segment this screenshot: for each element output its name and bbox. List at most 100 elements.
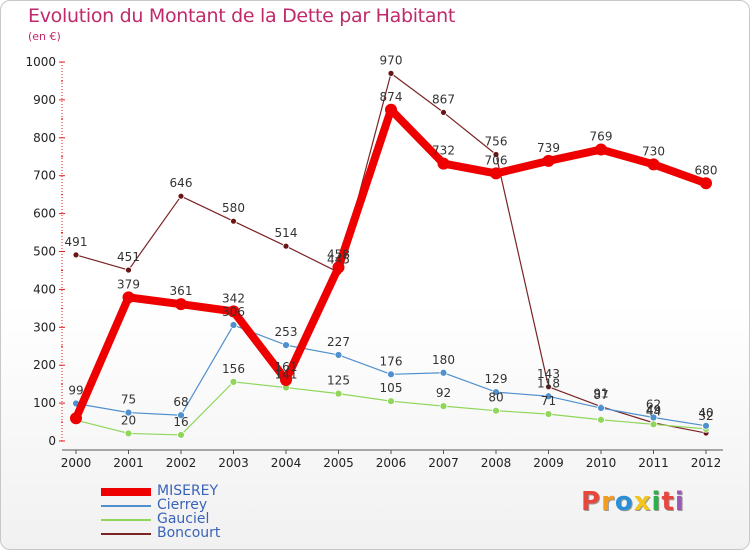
data-point-gauciel — [492, 406, 500, 415]
logo-letter: t — [661, 487, 675, 517]
data-label-boncourt: 91 — [593, 387, 608, 401]
line-chart: 0 100 200 300 400 500 600 700 800 900 1000 2000 2001… — [25, 53, 723, 470]
data-point-cierrey — [544, 392, 553, 401]
data-point-miserey — [227, 305, 240, 318]
y-tick-label: 800 — [33, 131, 56, 145]
data-label-boncourt: 646 — [170, 176, 193, 190]
data-point-miserey — [700, 177, 712, 190]
data-label-cierrey: 99 — [68, 383, 83, 397]
data-label-miserey: 730 — [642, 144, 665, 158]
data-point-cierrey — [387, 370, 395, 379]
data-label-gauciel: 141 — [275, 368, 298, 382]
data-point-miserey — [280, 373, 292, 386]
x-tick-label: 2002 — [166, 456, 197, 470]
data-label-miserey: 874 — [380, 90, 403, 104]
data-point-miserey — [175, 298, 187, 311]
data-point-miserey — [70, 412, 82, 425]
data-label-boncourt: 451 — [117, 250, 140, 264]
x-tick-label: 2003 — [218, 456, 249, 470]
data-point-miserey — [647, 158, 660, 171]
data-point-cierrey — [649, 413, 658, 422]
data-label-gauciel: 16 — [173, 415, 188, 429]
data-label-boncourt: 514 — [275, 226, 298, 240]
logo-letter: x — [633, 487, 652, 517]
y-tick-label: 0 — [48, 434, 56, 448]
y-tick-label: 300 — [33, 320, 56, 334]
data-label-cierrey: 62 — [646, 398, 661, 412]
x-tick-label: 2009 — [533, 456, 564, 470]
x-tick-label: 2004 — [271, 456, 302, 470]
x-tick-label: 2001 — [113, 456, 144, 470]
data-label-cierrey: 227 — [327, 335, 350, 349]
chart-unit: (en €) — [28, 30, 61, 43]
data-label-boncourt: 867 — [432, 92, 455, 106]
legend-swatch — [101, 519, 151, 521]
data-label-gauciel: 105 — [380, 381, 403, 395]
y-tick-label: 500 — [33, 245, 56, 259]
data-label-boncourt: 756 — [485, 134, 508, 148]
data-point-cierrey — [334, 351, 343, 359]
chart-series — [70, 69, 712, 439]
y-tick-label: 200 — [33, 358, 56, 372]
proxiti-logo: Proxiti — [581, 487, 685, 517]
data-point-cierrey — [124, 408, 133, 417]
data-label-miserey: 769 — [590, 130, 613, 144]
data-label-cierrey: 176 — [380, 354, 403, 368]
data-point-boncourt — [125, 266, 132, 274]
logo-letter: i — [651, 487, 662, 517]
series-line-boncourt — [75, 72, 707, 434]
data-label-gauciel: 156 — [222, 362, 245, 376]
x-tick-label: 2011 — [638, 456, 669, 470]
chart-data-labels: 379 361 342 161 458 874 732 706 739 769 730 680 99 75… — [65, 53, 718, 429]
data-label-boncourt: 970 — [380, 53, 403, 67]
data-point-cierrey — [492, 388, 500, 397]
data-point-miserey — [385, 103, 397, 116]
data-label-cierrey: 68 — [173, 395, 188, 409]
y-tick-label: 1000 — [25, 55, 56, 69]
logo-letter: i — [674, 487, 685, 517]
chart-axes: 0 100 200 300 400 500 600 700 800 900 1000 2000 2001… — [25, 55, 723, 470]
logo-letter: r — [601, 487, 615, 517]
data-point-miserey — [332, 261, 345, 274]
data-point-boncourt — [492, 151, 500, 158]
x-tick-label: 2006 — [376, 456, 407, 470]
data-label-boncourt: 491 — [65, 235, 88, 249]
x-tick-label: 2000 — [61, 456, 92, 470]
data-point-gauciel — [439, 402, 448, 411]
data-point-miserey — [490, 167, 502, 180]
data-label-boncourt: 143 — [537, 367, 560, 381]
data-label-gauciel: 92 — [436, 386, 451, 400]
data-point-miserey — [122, 291, 135, 304]
data-label-boncourt: 580 — [222, 201, 245, 215]
data-label-gauciel: 44 — [646, 404, 661, 418]
data-point-cierrey — [439, 368, 448, 377]
data-label-miserey: 361 — [170, 284, 193, 298]
data-label-boncourt: 445 — [327, 252, 350, 266]
legend-swatch — [101, 505, 151, 507]
legend-swatch — [101, 488, 151, 496]
data-label-miserey: 458 — [327, 247, 350, 261]
data-label-miserey: 379 — [117, 277, 140, 291]
data-label-miserey: 706 — [485, 153, 508, 167]
legend-label: Boncourt — [157, 525, 221, 541]
legend-label: Gauciel — [157, 511, 210, 527]
data-label-cierrey: 306 — [222, 305, 245, 319]
data-label-gauciel: 20 — [121, 413, 136, 427]
data-label-cierrey: 129 — [485, 372, 508, 386]
data-point-gauciel — [124, 429, 133, 438]
data-point-cierrey — [229, 321, 238, 329]
data-point-gauciel — [177, 431, 185, 439]
logo-letter: P — [581, 487, 602, 517]
data-point-gauciel — [597, 415, 605, 424]
y-tick-label: 400 — [33, 282, 56, 296]
data-label-cierrey: 40 — [698, 406, 713, 420]
data-label-cierrey: 253 — [275, 325, 298, 339]
data-label-cierrey: 180 — [432, 353, 455, 367]
data-point-cierrey — [597, 404, 605, 412]
legend-label: MISEREY — [157, 483, 219, 499]
x-tick-label: 2007 — [428, 456, 459, 470]
data-point-gauciel — [229, 377, 238, 386]
y-tick-label: 900 — [33, 93, 56, 107]
data-point-gauciel — [649, 420, 658, 429]
data-point-gauciel — [334, 389, 343, 398]
